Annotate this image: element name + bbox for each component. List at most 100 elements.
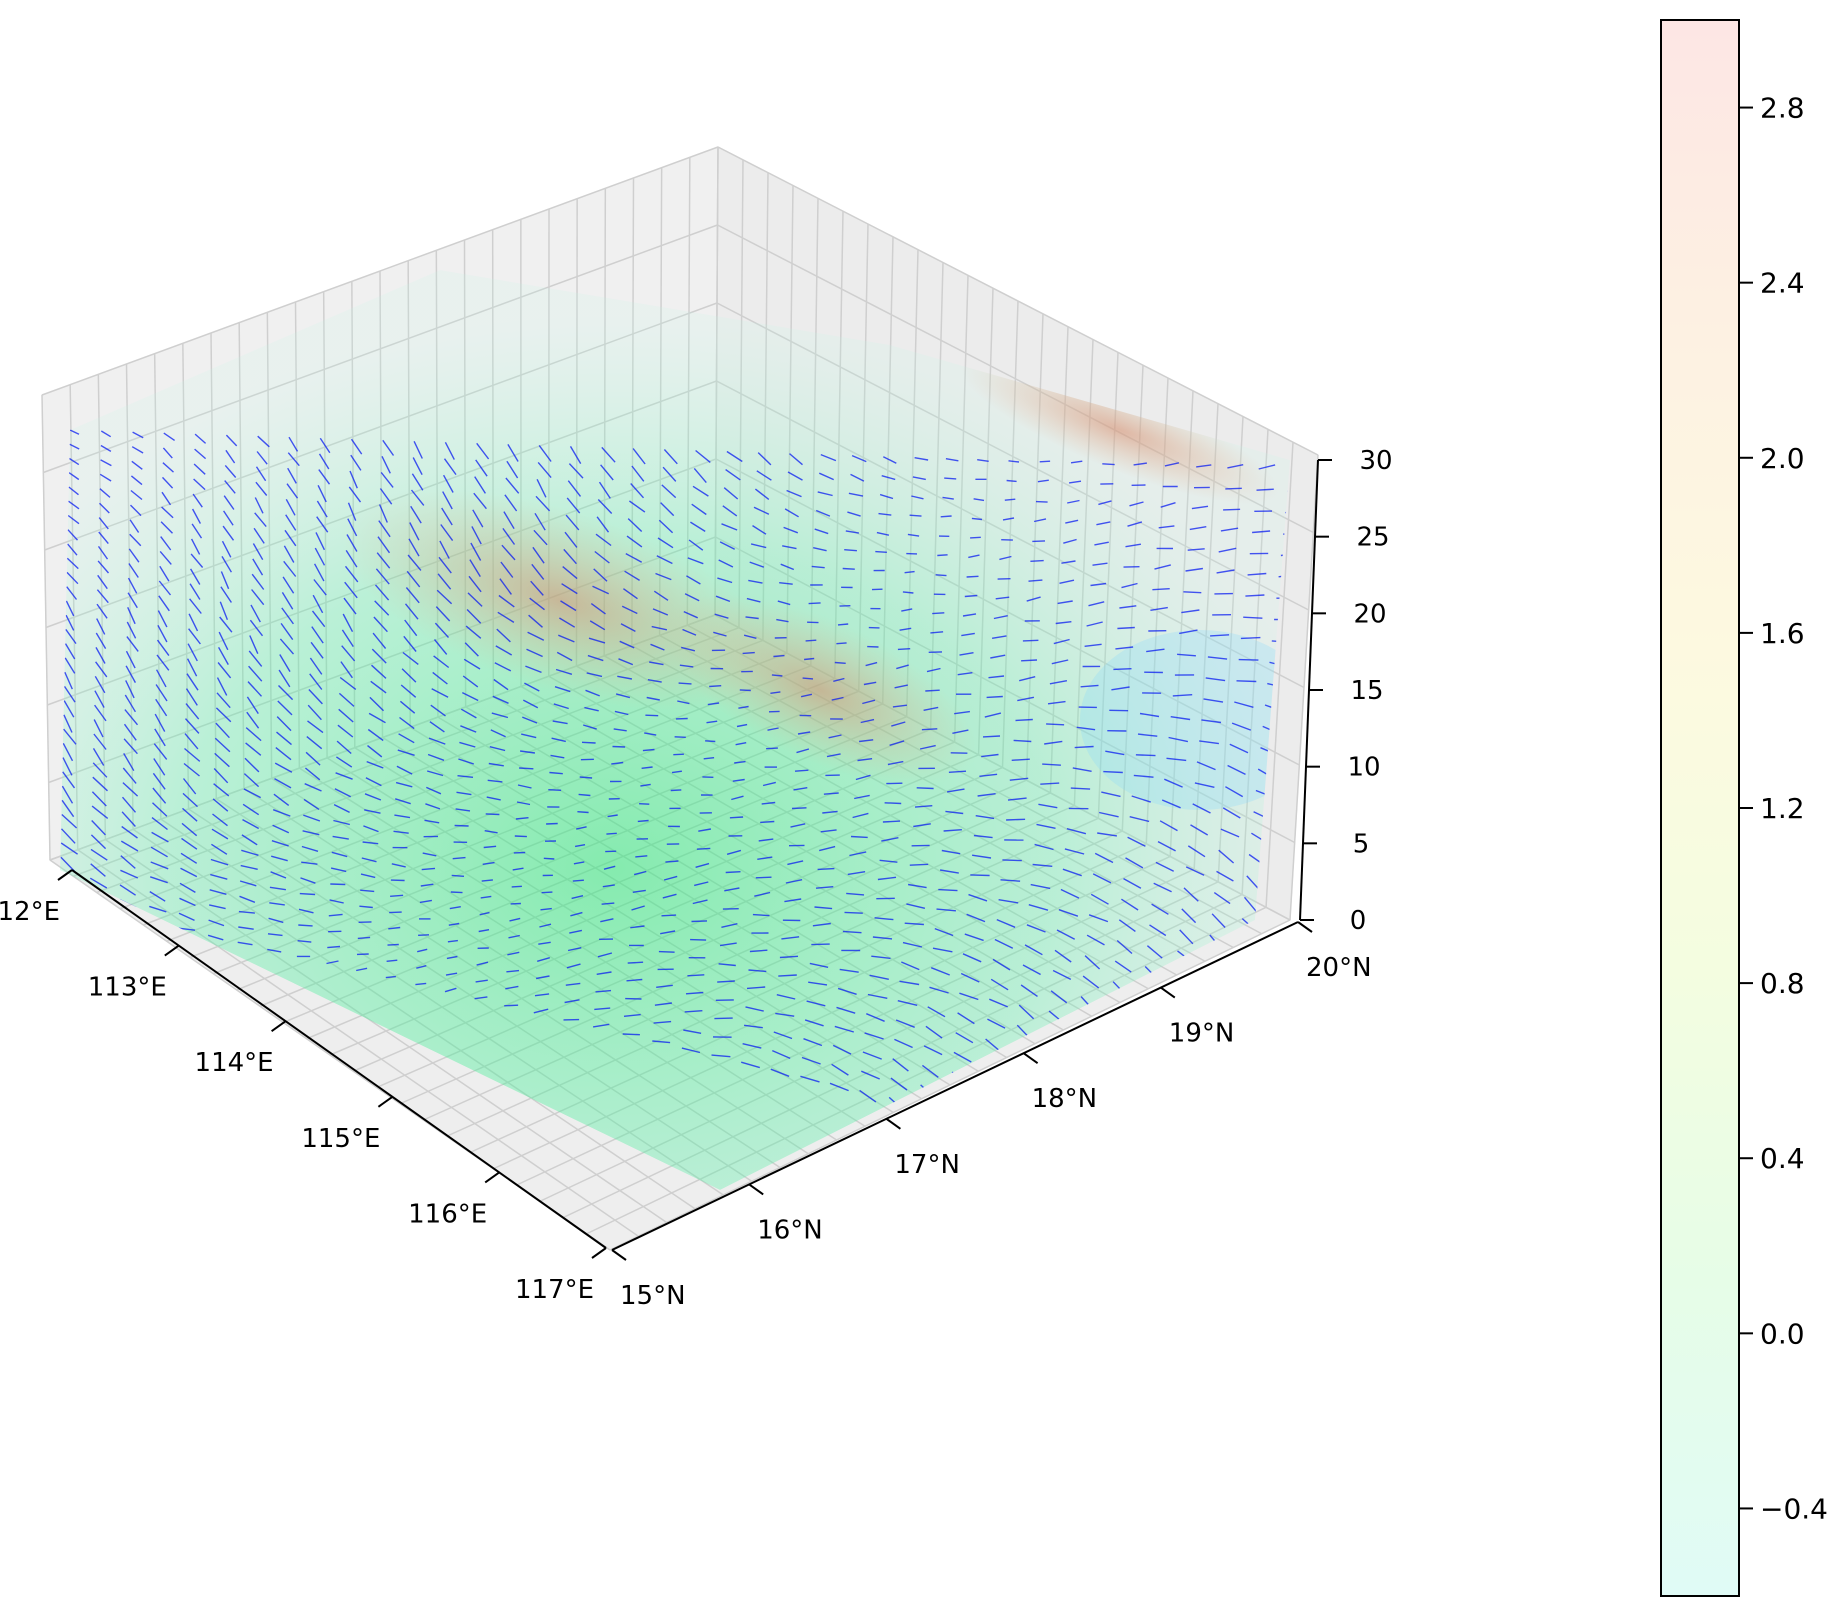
quiver-arrow [555, 668, 573, 675]
quiver-arrow [267, 933, 283, 937]
quiver-arrow [781, 936, 800, 940]
quiver-arrow [63, 728, 77, 745]
quiver-arrow [427, 753, 445, 761]
quiver-arrow [433, 639, 448, 655]
quiver-arrow [1243, 896, 1258, 913]
quiver-arrow [211, 828, 229, 840]
quiver-arrow [1199, 740, 1219, 745]
quiver-arrow [582, 724, 597, 730]
quiver-arrow [572, 879, 584, 882]
quiver-arrow [568, 463, 584, 479]
quiver-arrow [1092, 873, 1112, 884]
quiver-arrow [501, 544, 516, 561]
quiver-arrow [278, 685, 294, 701]
quiver-arrow [688, 539, 704, 551]
quiver-arrow [971, 854, 992, 859]
quiver-arrow [492, 695, 509, 704]
quiver-arrow [814, 528, 829, 535]
quiver-arrow [123, 723, 137, 741]
quiver-arrow [127, 607, 136, 625]
quiver-arrow [567, 947, 582, 952]
quiver-arrow [577, 811, 589, 814]
quiver-arrow [1160, 502, 1176, 508]
quiver-arrow [194, 448, 207, 460]
quiver-arrow [866, 1013, 885, 1022]
x-tick-mark [484, 1171, 500, 1184]
quiver-arrow [1216, 1153, 1226, 1166]
quiver-arrow [847, 871, 866, 876]
quiver-arrow [1042, 763, 1061, 766]
quiver-arrow [311, 610, 326, 628]
quiver-arrow [895, 1019, 915, 1028]
quiver-arrow [1227, 464, 1244, 469]
quiver-arrow [286, 483, 299, 499]
quiver-arrow [89, 877, 108, 889]
quiver-arrow [1036, 1132, 1049, 1148]
quiver-arrow [986, 695, 1003, 699]
quiver-arrow [1092, 562, 1108, 566]
z-tick-label: 30 [1359, 446, 1392, 476]
quiver-arrow [642, 748, 655, 752]
quiver-arrow [1024, 944, 1043, 956]
quiver-arrow [409, 522, 420, 541]
quiver-arrow [1057, 600, 1073, 605]
quiver-arrow [913, 823, 931, 828]
quiver-arrow [652, 608, 669, 616]
quiver-arrow [1150, 606, 1168, 611]
quiver-arrow [191, 508, 202, 524]
quiver-arrow [1119, 605, 1137, 609]
quiver-arrow [225, 434, 238, 447]
quiver-arrow [207, 934, 224, 941]
quiver-arrow [952, 729, 969, 734]
quiver-arrow [537, 461, 552, 479]
quiver-arrow [1158, 525, 1175, 529]
quiver-arrow [398, 733, 415, 744]
quiver-arrow [150, 861, 169, 870]
quiver-arrow [749, 949, 768, 953]
quiver-arrow [415, 982, 427, 986]
quiver-arrow [800, 1075, 820, 1083]
quiver-arrow [695, 449, 711, 463]
quiver-arrow [1074, 745, 1094, 749]
quiver-arrow [687, 557, 704, 565]
quiver-arrow [496, 628, 511, 643]
quiver-arrow [1205, 677, 1226, 682]
quiver-arrow [975, 815, 995, 820]
quiver-arrow [271, 855, 288, 862]
quiver-arrow [837, 623, 849, 626]
quiver-arrow [251, 573, 265, 590]
quiver-arrow [1252, 530, 1271, 534]
quiver-arrow [161, 491, 172, 506]
quiver-arrow [395, 781, 413, 788]
quiver-arrow [428, 737, 446, 745]
quiver-arrow [275, 747, 292, 761]
quiver-arrow [588, 637, 606, 644]
z-tick-label: 20 [1353, 599, 1386, 629]
quiver-arrow [345, 550, 358, 568]
quiver-arrow [1064, 848, 1085, 855]
quiver-arrow [731, 795, 744, 801]
quiver-arrow [592, 585, 609, 595]
quiver-arrow [215, 707, 232, 723]
colorbar-tick-label: 2.0 [1760, 442, 1805, 475]
quiver-arrow [1012, 1064, 1028, 1080]
quiver-arrow [1116, 939, 1133, 955]
quiver-arrow [1056, 929, 1076, 940]
quiver-arrow [64, 643, 76, 660]
quiver-arrow [1006, 818, 1026, 821]
quiver-arrow [829, 1082, 849, 1092]
quiver-arrow [156, 639, 170, 657]
quiver-arrow [505, 477, 520, 494]
quiver-arrow [507, 951, 520, 956]
quiver-arrow [773, 654, 785, 658]
quiver-arrow [524, 682, 540, 692]
quiver-arrow [511, 885, 522, 888]
quiver-arrow [1236, 680, 1257, 683]
quiver-arrow [285, 498, 296, 516]
quiver-arrow [92, 762, 108, 778]
quiver-arrow [502, 527, 516, 545]
quiver-arrow [337, 724, 354, 738]
quiver-arrow [875, 550, 887, 553]
quiver-arrow [923, 1045, 943, 1056]
quiver-arrow [267, 948, 282, 953]
